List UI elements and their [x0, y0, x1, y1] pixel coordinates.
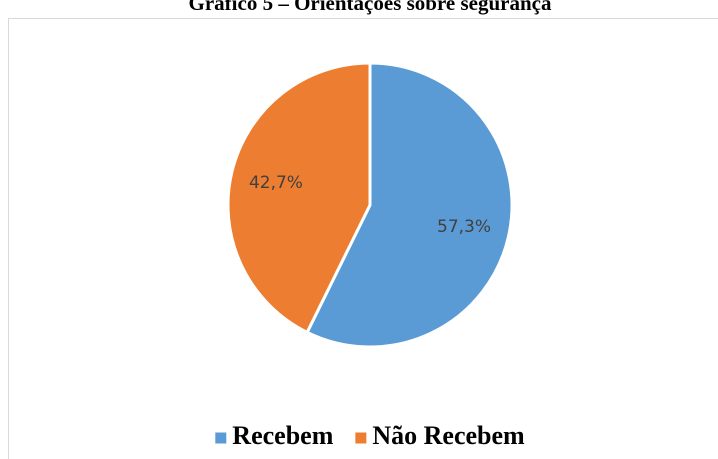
legend-swatch — [355, 432, 367, 444]
data-label: 57,3% — [437, 217, 491, 237]
legend-label: Não Recebem — [372, 421, 525, 450]
legend-label: Recebem — [232, 421, 333, 450]
chart-title: Gráfico 5 – Orientações sobre segurança — [189, 0, 552, 15]
pie-slice — [226, 61, 372, 335]
chart-frame — [8, 18, 718, 459]
data-label: 42,7% — [249, 173, 303, 193]
legend-swatch — [215, 432, 227, 444]
pie-slice — [305, 61, 514, 349]
